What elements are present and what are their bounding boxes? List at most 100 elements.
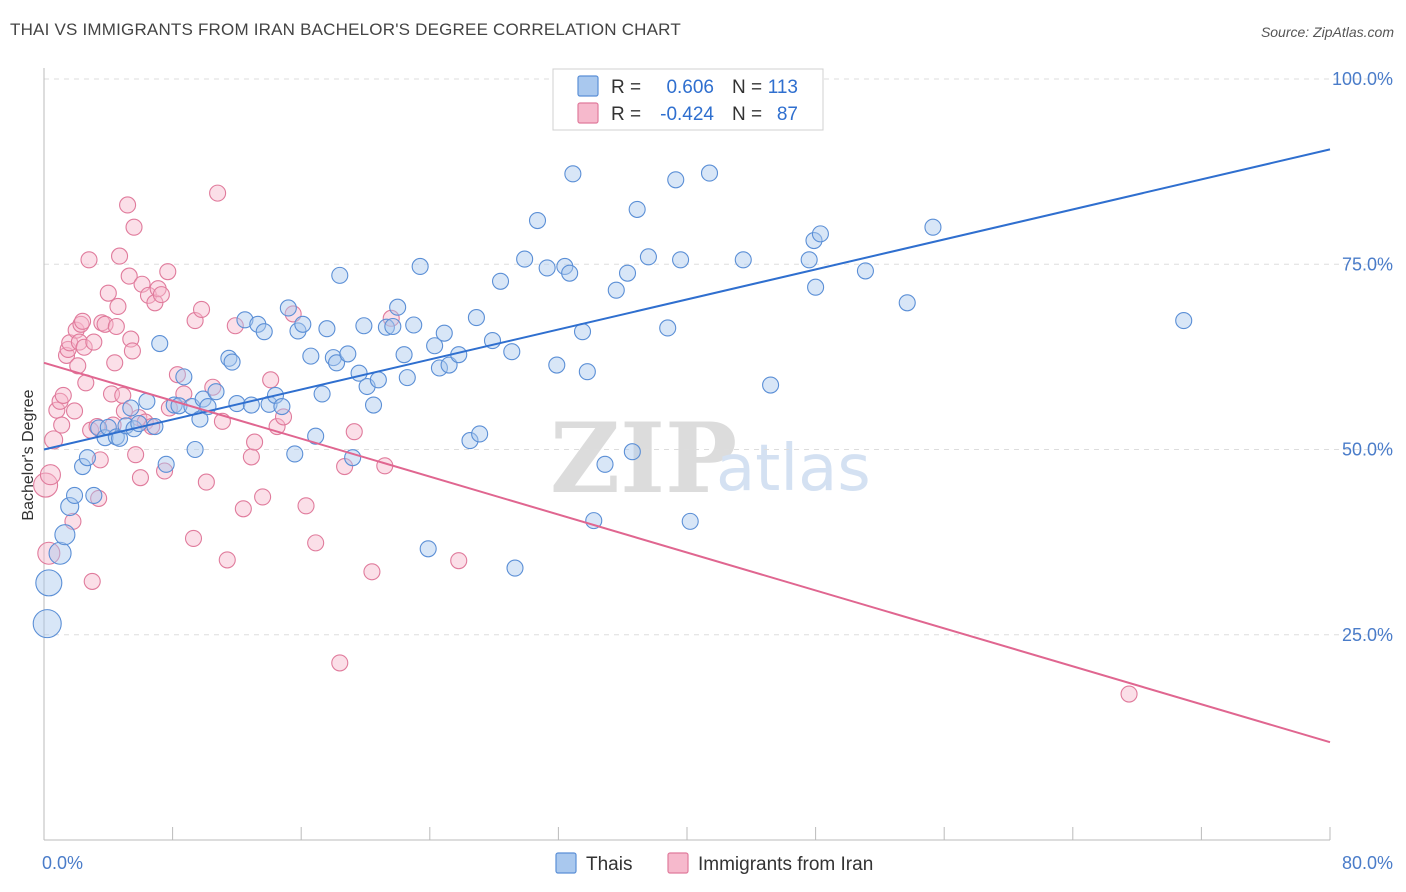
thai-point [324, 349, 342, 367]
y-tick-labels: 25.0% 50.0% 75.0% 100.0% [1332, 69, 1393, 645]
axes [43, 68, 1331, 841]
thai-point [672, 251, 690, 269]
iran-trendline [43, 361, 1331, 744]
thai-point [175, 368, 193, 386]
thai-point [618, 264, 637, 282]
legend-thais-label: Thais [586, 854, 632, 875]
iran-point [53, 416, 71, 434]
thai-point [398, 369, 416, 387]
thai-point [122, 399, 140, 417]
watermark-zip: ZIP [550, 402, 737, 515]
iran-point [74, 312, 92, 330]
iran-point [91, 451, 109, 469]
iran-point [127, 446, 145, 464]
iran-point [254, 488, 272, 506]
stats-legend: R = 0.606 N = 113 R = -0.424 N = 87 [552, 68, 824, 131]
thai-point [389, 298, 407, 316]
iran-point [218, 551, 236, 569]
iran-point [242, 448, 260, 466]
thai-point [811, 225, 829, 243]
stats-thai-n-label: N = [732, 77, 762, 98]
iran-point [72, 315, 90, 333]
thai-point [607, 281, 625, 299]
thai-point [807, 278, 825, 296]
chart-source: Source: ZipAtlas.com [1260, 24, 1394, 40]
iran-point [106, 354, 124, 372]
thai-point [339, 345, 357, 363]
iran-point [450, 552, 468, 570]
thai-point [405, 316, 423, 334]
thai-point [331, 266, 349, 284]
thai-point [503, 343, 521, 361]
thai-point [426, 337, 444, 355]
iran-point [226, 317, 244, 335]
thai-point [313, 385, 331, 403]
series-legend: Thais Immigrants from Iran [555, 852, 873, 875]
thai-point [800, 251, 818, 269]
thai-point [491, 272, 510, 290]
thai-point [506, 559, 524, 577]
thai-point [35, 569, 63, 597]
thais-trendline [43, 148, 1331, 451]
iran-point [168, 366, 186, 384]
thai-point [596, 455, 614, 473]
iran-point [90, 489, 108, 507]
x-tick-label: 0.0% [42, 853, 83, 873]
iran-point [184, 529, 203, 547]
iran-point [345, 423, 363, 441]
stats-thai-r-label: R = [611, 77, 641, 98]
stats-iran-r-value: -0.424 [660, 104, 714, 125]
chart-title: THAI VS IMMIGRANTS FROM IRAN BACHELOR'S … [10, 20, 681, 39]
thai-point [528, 211, 547, 230]
thai-point [369, 371, 387, 389]
iran-point [192, 300, 211, 319]
stats-iran-n-value: 87 [777, 104, 798, 125]
iran-point [234, 500, 252, 518]
thai-point [659, 319, 677, 337]
iran-point [39, 464, 61, 486]
thai-point [623, 443, 641, 461]
thai-point [236, 311, 254, 329]
iran-point [120, 267, 138, 285]
stats-thai-r-value: 0.606 [666, 77, 714, 98]
thai-point [564, 165, 582, 183]
thai-point [548, 356, 566, 374]
thai-point [1175, 312, 1193, 330]
stats-legend-thai-swatch [577, 75, 599, 97]
thai-point [395, 346, 413, 364]
iran-point [85, 333, 103, 351]
thai-point [223, 353, 241, 371]
iran-point [246, 433, 264, 451]
thai-point [355, 317, 373, 335]
iran-point [363, 563, 381, 581]
thai-point [667, 171, 685, 189]
y-tick-label: 50.0% [1342, 440, 1393, 460]
thai-point [207, 383, 225, 401]
iran-point [125, 218, 143, 236]
iran-point [70, 333, 88, 351]
thai-point [74, 457, 92, 476]
thai-point [898, 294, 916, 312]
y-tick-label: 75.0% [1342, 254, 1393, 274]
iran-point [83, 572, 101, 590]
stats-legend-iran-swatch [577, 102, 599, 124]
y-tick-label: 25.0% [1342, 625, 1393, 645]
thai-point [856, 262, 874, 280]
thai-point [430, 359, 448, 377]
thai-point [294, 315, 312, 333]
stats-thai-n-value: 113 [768, 77, 798, 98]
iran-point [197, 473, 215, 491]
thai-point [279, 299, 297, 317]
y-axis-label: Bachelor's Degree [20, 389, 37, 520]
legend-thais-swatch [555, 852, 577, 874]
iran-point [65, 402, 84, 420]
thai-point [762, 376, 780, 394]
thai-point [561, 264, 579, 282]
series-thais-points [32, 164, 1193, 639]
x-tick-labels: 0.0% 80.0% [42, 853, 1393, 873]
thai-point [681, 512, 699, 530]
stats-iran-r-label: R = [611, 104, 641, 125]
iran-point [262, 371, 280, 389]
thai-point [384, 317, 402, 336]
thai-point [78, 449, 96, 467]
